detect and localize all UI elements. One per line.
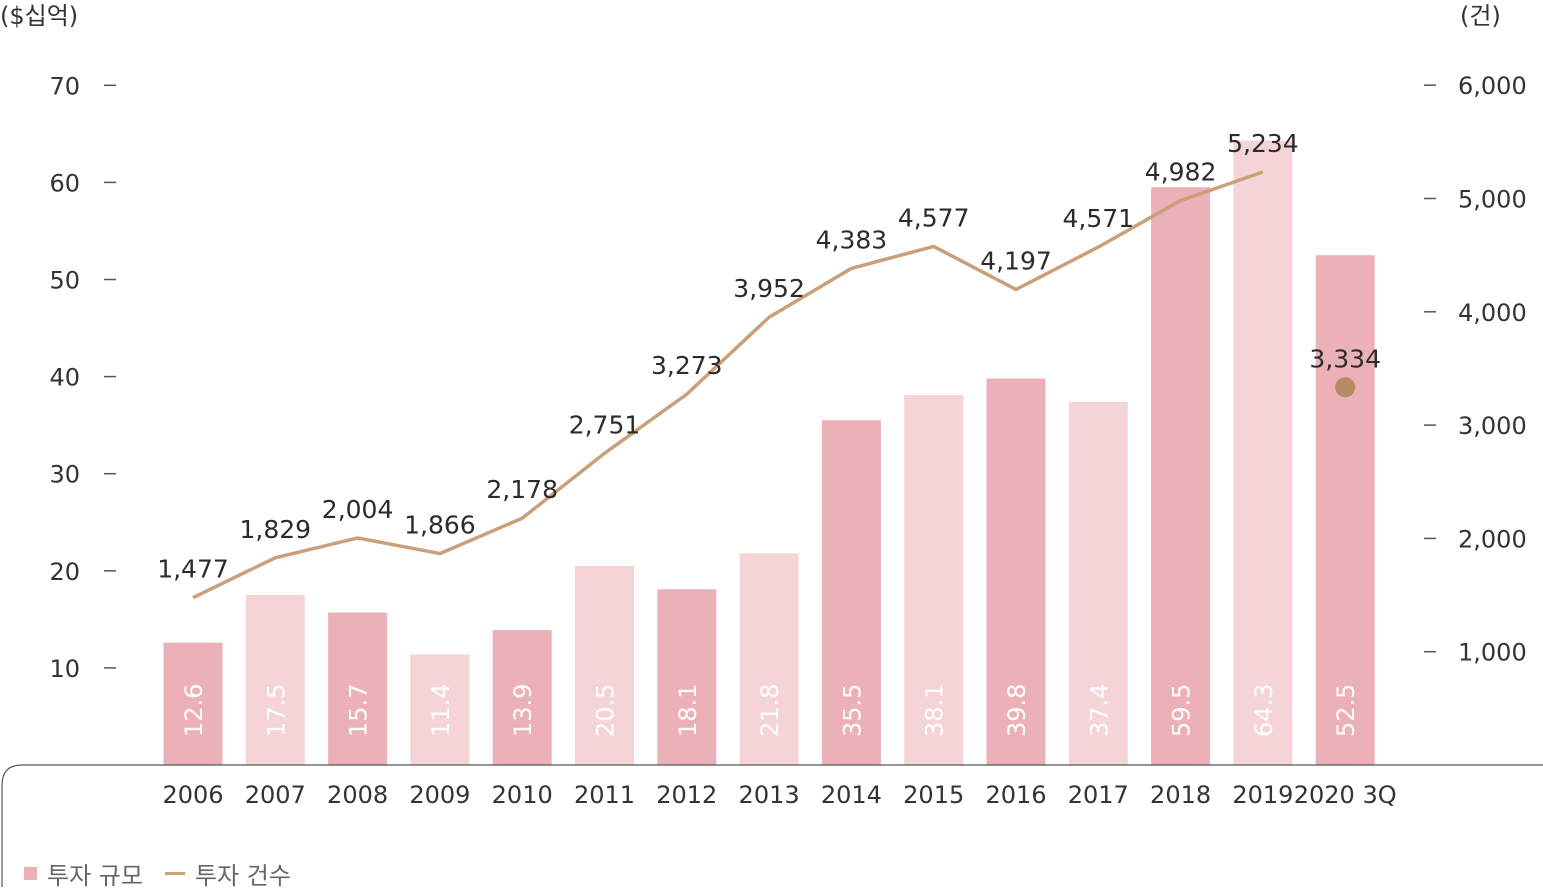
bar-value-label: 64.3 bbox=[1250, 684, 1278, 737]
left-tick-label: 60 bbox=[49, 169, 80, 197]
line-value-label: 4,383 bbox=[816, 225, 888, 254]
x-tick-label: 2020 3Q bbox=[1294, 781, 1397, 809]
legend-bar-label: 투자 규모 bbox=[47, 862, 143, 890]
x-tick-label: 2018 bbox=[1150, 781, 1211, 809]
bar-value-label: 12.6 bbox=[180, 684, 208, 737]
left-tick-label: 10 bbox=[49, 655, 80, 683]
line-value-label: 1,829 bbox=[240, 515, 312, 544]
line-value-label: 2,178 bbox=[486, 475, 558, 504]
line-value-label: 4,197 bbox=[980, 246, 1052, 275]
bar bbox=[163, 642, 223, 765]
bar-value-label: 52.5 bbox=[1332, 684, 1360, 737]
x-tick-label: 2016 bbox=[985, 781, 1046, 809]
line-path bbox=[192, 170, 1264, 600]
x-tick-label: 2010 bbox=[492, 781, 553, 809]
line-series: 1,477 1,829 2,004 1,866 2,178 2,751 3,273 3,952… bbox=[157, 129, 1381, 600]
left-tick-label: 20 bbox=[49, 558, 80, 586]
left-tick-label: 40 bbox=[49, 364, 80, 392]
bar bbox=[1151, 187, 1211, 765]
bar-value-label: 18.1 bbox=[674, 684, 702, 737]
left-tick-label: 30 bbox=[49, 461, 80, 489]
bar bbox=[575, 565, 634, 765]
bar bbox=[904, 395, 964, 765]
right-tick-label: 2,000 bbox=[1458, 525, 1527, 553]
right-axis: 1,000 2,000 3,000 4,000 5,000 6,000 bbox=[1424, 72, 1527, 667]
bar-value-label: 37.4 bbox=[1085, 684, 1113, 737]
bar bbox=[410, 654, 470, 765]
bar-value-label: 21.8 bbox=[756, 684, 784, 737]
bar-value-label: 17.5 bbox=[262, 684, 290, 737]
legend-item-bar: 투자 규모 bbox=[24, 856, 143, 891]
bar bbox=[739, 553, 799, 765]
bar-value-label: 38.1 bbox=[921, 684, 949, 737]
x-tick-label: 2011 bbox=[574, 781, 635, 809]
bar-value-label: 15.7 bbox=[345, 684, 373, 737]
legend: 투자 규모 투자 건수 bbox=[24, 856, 313, 891]
right-tick-label: 6,000 bbox=[1458, 72, 1527, 100]
bar-value-label: 35.5 bbox=[838, 684, 866, 737]
left-tick-label: 70 bbox=[49, 72, 80, 100]
bar bbox=[1068, 401, 1128, 765]
line-value-label: 3,952 bbox=[733, 274, 805, 303]
left-tick-label: 50 bbox=[49, 267, 80, 295]
x-tick-label: 2007 bbox=[245, 781, 306, 809]
x-axis: 2006 2007 2008 2009 2010 2011 2012 2013 2014 2015… bbox=[162, 781, 1396, 809]
x-tick-label: 2017 bbox=[1068, 781, 1129, 809]
bar bbox=[1315, 255, 1375, 765]
line-value-label: 4,571 bbox=[1063, 204, 1135, 233]
x-tick-label: 2019 bbox=[1232, 781, 1293, 809]
line-value-label: 2,751 bbox=[569, 410, 641, 439]
line-point bbox=[1335, 377, 1356, 398]
x-tick-label: 2013 bbox=[739, 781, 800, 809]
line-value-label: 4,982 bbox=[1145, 158, 1217, 187]
left-axis: 10 20 30 40 50 60 70 bbox=[49, 72, 116, 683]
bar bbox=[821, 420, 881, 765]
bar bbox=[1233, 140, 1293, 766]
right-axis-unit: (건) bbox=[1460, 2, 1501, 30]
bar-series: 12.6 17.5 15.7 11.4 13.9 20.5 18.1 21.8 35.5 38.1… bbox=[163, 140, 1375, 766]
legend-line-label: 투자 건수 bbox=[194, 862, 291, 890]
left-axis-unit: ($십억) bbox=[0, 2, 78, 30]
x-tick-label: 2006 bbox=[162, 781, 223, 809]
bar bbox=[986, 378, 1046, 765]
right-tick-label: 3,000 bbox=[1458, 412, 1527, 440]
line-value-label: 3,273 bbox=[651, 351, 723, 380]
line-value-label: 1,477 bbox=[157, 555, 229, 584]
line-value-label: 1,866 bbox=[404, 511, 476, 540]
line-value-label: 2,004 bbox=[322, 495, 394, 524]
x-tick-label: 2008 bbox=[327, 781, 388, 809]
line-value-label: 5,234 bbox=[1227, 129, 1299, 158]
x-tick-label: 2009 bbox=[409, 781, 470, 809]
x-tick-label: 2012 bbox=[656, 781, 717, 809]
line-value-label: 4,577 bbox=[898, 203, 970, 232]
bar-value-label: 39.8 bbox=[1003, 684, 1031, 737]
bar-value-label: 20.5 bbox=[592, 684, 620, 737]
bar-value-label: 11.4 bbox=[427, 684, 455, 737]
legend-line-swatch bbox=[164, 872, 185, 875]
legend-bar-swatch bbox=[24, 867, 37, 880]
bar bbox=[492, 630, 552, 765]
bar bbox=[657, 589, 717, 765]
x-tick-label: 2015 bbox=[903, 781, 964, 809]
bar-value-label: 13.9 bbox=[509, 684, 537, 737]
chart-frame bbox=[1, 764, 1543, 887]
right-tick-label: 4,000 bbox=[1458, 299, 1527, 327]
line-value-label: 3,334 bbox=[1309, 344, 1381, 373]
right-tick-label: 1,000 bbox=[1458, 639, 1527, 667]
x-tick-label: 2014 bbox=[821, 781, 882, 809]
bar bbox=[328, 612, 388, 765]
bar bbox=[245, 595, 305, 765]
legend-item-line: 투자 건수 bbox=[164, 856, 291, 891]
bar-value-label: 59.5 bbox=[1168, 684, 1196, 737]
right-tick-label: 5,000 bbox=[1458, 186, 1527, 214]
